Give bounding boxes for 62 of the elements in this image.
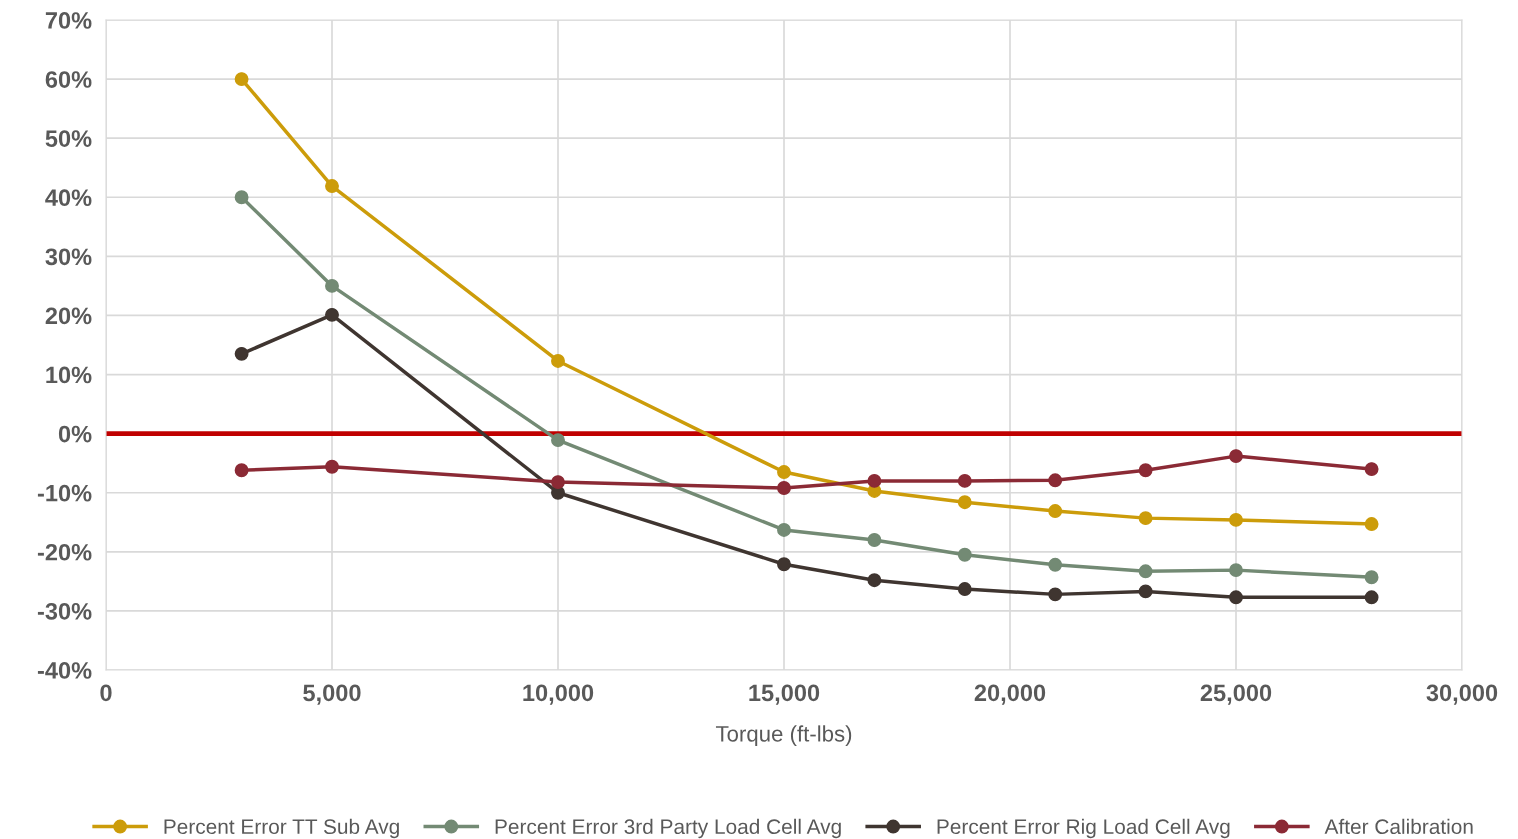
point (1229, 512, 1243, 527)
point (325, 179, 339, 193)
y-tick-label: 70% (45, 12, 92, 29)
point (1138, 564, 1153, 579)
point (1048, 504, 1063, 518)
point (551, 354, 565, 368)
point (1364, 462, 1379, 477)
y-tick-label: 60% (45, 71, 92, 88)
point (1364, 590, 1379, 605)
point (777, 523, 791, 537)
point (1364, 517, 1379, 531)
y-tick-label: -10% (37, 484, 92, 502)
x-tick-label: 30,000 (1426, 684, 1498, 705)
legend-label: Percent Error Rig Load Cell Avg (937, 818, 1230, 839)
point (867, 473, 882, 488)
point (1048, 557, 1063, 572)
point (957, 547, 972, 562)
y-tick-label: -20% (37, 543, 92, 561)
x-tick-label: 25,000 (1200, 684, 1272, 705)
point (957, 582, 972, 596)
point (1048, 587, 1063, 602)
point (957, 473, 972, 488)
y-tick-label: 30% (45, 248, 92, 266)
point (1138, 511, 1153, 526)
y-tick-label: -30% (37, 602, 92, 620)
point (1048, 473, 1063, 488)
legend-label: After Calibration (1324, 818, 1473, 835)
y-tick-label: 0% (58, 425, 92, 443)
point (234, 190, 249, 205)
x-tick-label: 5,000 (303, 684, 361, 705)
point (1364, 570, 1379, 585)
point (1229, 563, 1243, 578)
point (325, 307, 339, 322)
x-axis-title: Torque (ft-lbs) (715, 725, 852, 747)
y-tick-label: -40% (37, 662, 92, 679)
point (1229, 449, 1243, 464)
point (1138, 584, 1153, 599)
y-tick-label: 40% (45, 189, 92, 207)
legend-label: Percent Error TT Sub Avg (164, 818, 399, 839)
x-tick-label: 15,000 (749, 684, 820, 705)
x-tick-label: 20,000 (974, 684, 1046, 705)
point (325, 278, 339, 293)
point (551, 475, 565, 490)
point (234, 346, 249, 361)
point (777, 481, 791, 495)
point (551, 433, 565, 448)
x-tick-label: 10,000 (523, 684, 594, 705)
point (867, 533, 882, 547)
legend-label: Percent Error 3rd Party Load Cell Avg (495, 818, 841, 839)
point (325, 459, 339, 474)
x-tick-label: 0 (100, 684, 112, 702)
point (867, 573, 882, 588)
point (957, 495, 972, 510)
y-tick-label: 10% (46, 366, 92, 384)
point (777, 557, 791, 572)
point (234, 72, 249, 87)
y-tick-label: 50% (45, 130, 92, 147)
point (234, 463, 249, 478)
point (777, 465, 791, 479)
y-tick-label: 20% (45, 307, 92, 325)
point (1138, 463, 1153, 478)
point (1229, 590, 1243, 605)
